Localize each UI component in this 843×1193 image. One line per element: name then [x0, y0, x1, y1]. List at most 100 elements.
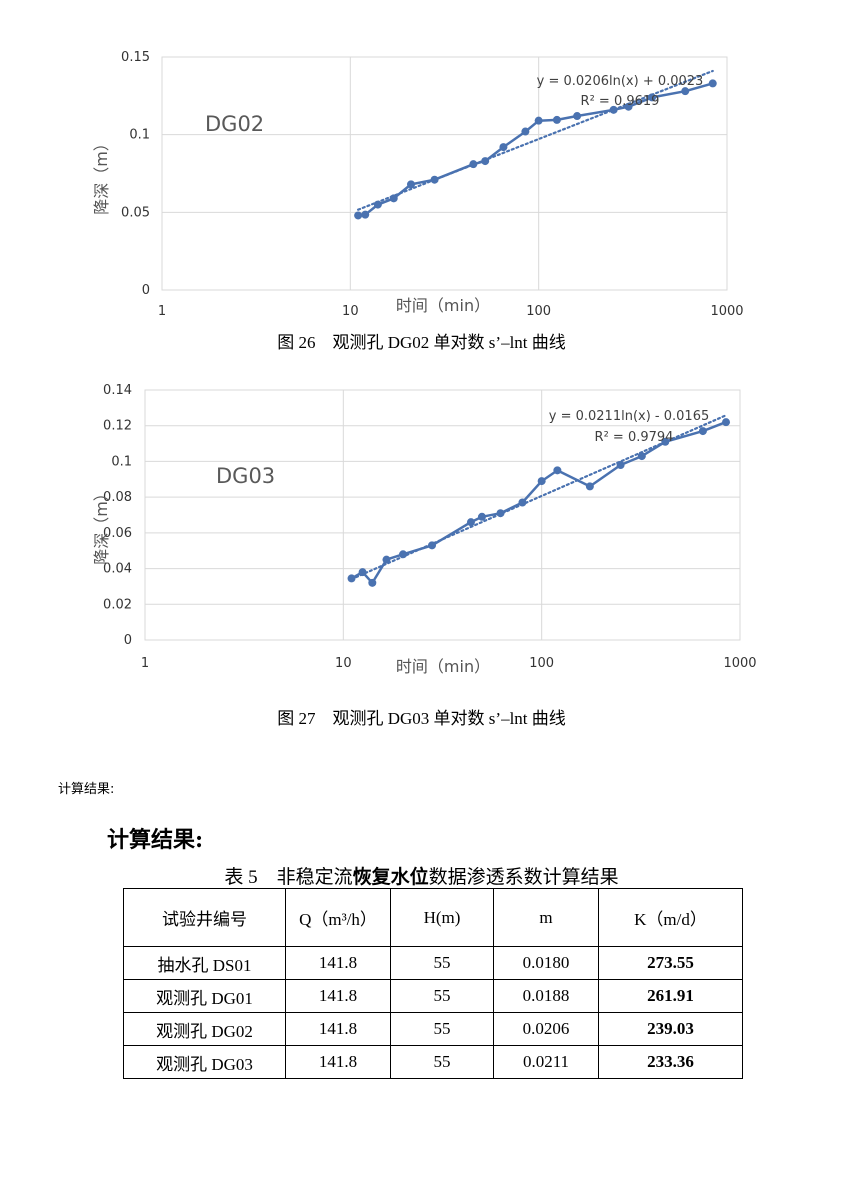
data-point — [407, 180, 416, 189]
data-point — [481, 157, 490, 166]
figure-26-caption: 图 26 观测孔 DG02 单对数 s’–lnt 曲线 — [277, 333, 566, 352]
data-point — [518, 498, 527, 507]
cell-m: 0.0211 — [493, 1045, 599, 1079]
y-tick-label: 0.04 — [103, 562, 132, 577]
y-tick-label: 0.14 — [103, 383, 132, 398]
data-point — [428, 541, 437, 550]
data-point — [430, 175, 439, 184]
cell-h: 55 — [390, 979, 494, 1013]
series-label: DG02 — [205, 112, 264, 136]
cell-k: 233.36 — [598, 1045, 743, 1079]
data-point — [534, 116, 543, 125]
cell-well-id: 观测孔 DG02 — [123, 1012, 286, 1046]
x-tick-label: 10 — [342, 304, 359, 319]
data-point — [382, 555, 391, 564]
x-tick-label: 1 — [158, 304, 166, 319]
data-point — [537, 477, 546, 486]
y-tick-label: 0.15 — [121, 50, 150, 65]
y-tick-label: 0.12 — [103, 419, 132, 434]
data-point — [358, 568, 367, 577]
data-point — [553, 466, 562, 475]
header-h: H(m) — [390, 888, 494, 947]
data-point — [661, 437, 670, 446]
trendline — [357, 69, 714, 211]
trendline-equation: y = 0.0206ln(x) + 0.0023 — [537, 74, 704, 89]
figure-27-caption: 图 27 观测孔 DG03 单对数 s’–lnt 曲线 — [277, 709, 566, 728]
y-tick-label: 0.1 — [111, 454, 132, 469]
data-point — [499, 143, 508, 152]
x-tick-label: 1 — [141, 656, 149, 671]
cell-q: 141.8 — [285, 979, 391, 1013]
data-point — [373, 200, 382, 209]
data-point — [609, 105, 618, 114]
data-point — [722, 418, 731, 427]
data-point — [477, 512, 486, 521]
data-point — [466, 518, 475, 527]
header-k: K（m/d） — [598, 888, 743, 947]
y-axis-title: 降深（m） — [92, 135, 111, 215]
chart-dg03: 0 0.02 0.04 0.06 0.08 0.1 0.12 0.14 1 10 100 1000 DG… — [0, 370, 843, 690]
data-point — [469, 160, 478, 169]
cell-m: 0.0188 — [493, 979, 599, 1013]
header-m: m — [493, 888, 599, 947]
header-well-id: 试验井编号 — [123, 888, 286, 947]
cell-well-id: 观测孔 DG03 — [123, 1045, 286, 1079]
table-row: 观测孔 DG03 141.8 55 0.0211 233.36 — [123, 1045, 743, 1079]
data-point — [698, 427, 707, 436]
cell-k: 261.91 — [598, 979, 743, 1013]
cell-q: 141.8 — [285, 1045, 391, 1079]
x-tick-label: 1000 — [710, 304, 743, 319]
x-axis-title: 时间（min） — [396, 657, 490, 676]
header-q: Q（m³/h） — [285, 888, 391, 947]
data-point — [552, 115, 561, 124]
data-point — [681, 87, 690, 96]
data-point — [648, 93, 657, 102]
data-point — [585, 482, 594, 491]
table-header-row: 试验井编号 Q（m³/h） H(m) m K（m/d） — [123, 888, 743, 947]
cell-q: 141.8 — [285, 946, 391, 980]
trendline-r2: R² = 0.9794 — [595, 430, 674, 445]
table-title-bold: 恢复水位 — [352, 867, 429, 888]
cell-q: 141.8 — [285, 1012, 391, 1046]
table-title: 表 5 非稳定流恢复水位数据渗透系数计算结果 — [0, 862, 843, 889]
chart-dg02: 0 0.05 0.1 0.15 1 10 100 1000 DG02 时间（min） 降深（m） y … — [0, 0, 843, 330]
trendline-r2: R² = 0.9619 — [581, 94, 660, 109]
results-table: 试验井编号 Q（m³/h） H(m) m K（m/d） 抽水孔 DS01 141… — [123, 888, 743, 1079]
cell-h: 55 — [390, 946, 494, 980]
series-line — [350, 420, 727, 585]
y-tick-label: 0.02 — [103, 597, 132, 612]
data-point — [616, 461, 625, 469]
x-axis-title: 时间（min） — [396, 296, 490, 315]
table-title-prefix: 表 5 非稳定流 — [224, 867, 353, 888]
chart-dg03-svg: 0 0.02 0.04 0.06 0.08 0.1 0.12 0.14 1 10 100 1000 DG… — [92, 383, 757, 676]
plot-area-border — [144, 389, 741, 641]
y-tick-label: 0.05 — [121, 205, 150, 220]
section-heading: 计算结果: — [107, 827, 204, 853]
table-row: 观测孔 DG02 141.8 55 0.0206 239.03 — [123, 1012, 743, 1046]
y-tick-label: 0.08 — [103, 490, 132, 505]
cell-k: 273.55 — [598, 946, 743, 980]
cell-h: 55 — [390, 1045, 494, 1079]
plot-area-border — [161, 56, 728, 291]
table-row: 抽水孔 DS01 141.8 55 0.0180 273.55 — [123, 946, 743, 980]
cell-well-id: 抽水孔 DS01 — [123, 946, 286, 980]
x-tick-label: 100 — [529, 656, 554, 671]
series-label: DG03 — [216, 464, 275, 488]
cell-m: 0.0206 — [493, 1012, 599, 1046]
data-point — [573, 112, 582, 121]
data-point — [708, 79, 717, 88]
y-tick-label: 0.1 — [129, 128, 150, 143]
data-point — [354, 211, 363, 220]
chart-dg02-svg: 0 0.05 0.1 0.15 1 10 100 1000 DG02 时间（min） 降深（m） y … — [92, 50, 744, 319]
data-point — [624, 102, 633, 111]
table-row: 观测孔 DG01 141.8 55 0.0188 261.91 — [123, 979, 743, 1013]
data-point — [347, 574, 356, 583]
small-heading: 计算结果: — [58, 782, 115, 797]
cell-h: 55 — [390, 1012, 494, 1046]
y-axis-title: 降深（m） — [92, 485, 111, 565]
cell-well-id: 观测孔 DG01 — [123, 979, 286, 1013]
x-tick-label: 100 — [526, 304, 551, 319]
data-point — [637, 452, 646, 461]
trendline-equation: y = 0.0211ln(x) - 0.0165 — [549, 409, 709, 424]
x-tick-label: 1000 — [723, 656, 756, 671]
